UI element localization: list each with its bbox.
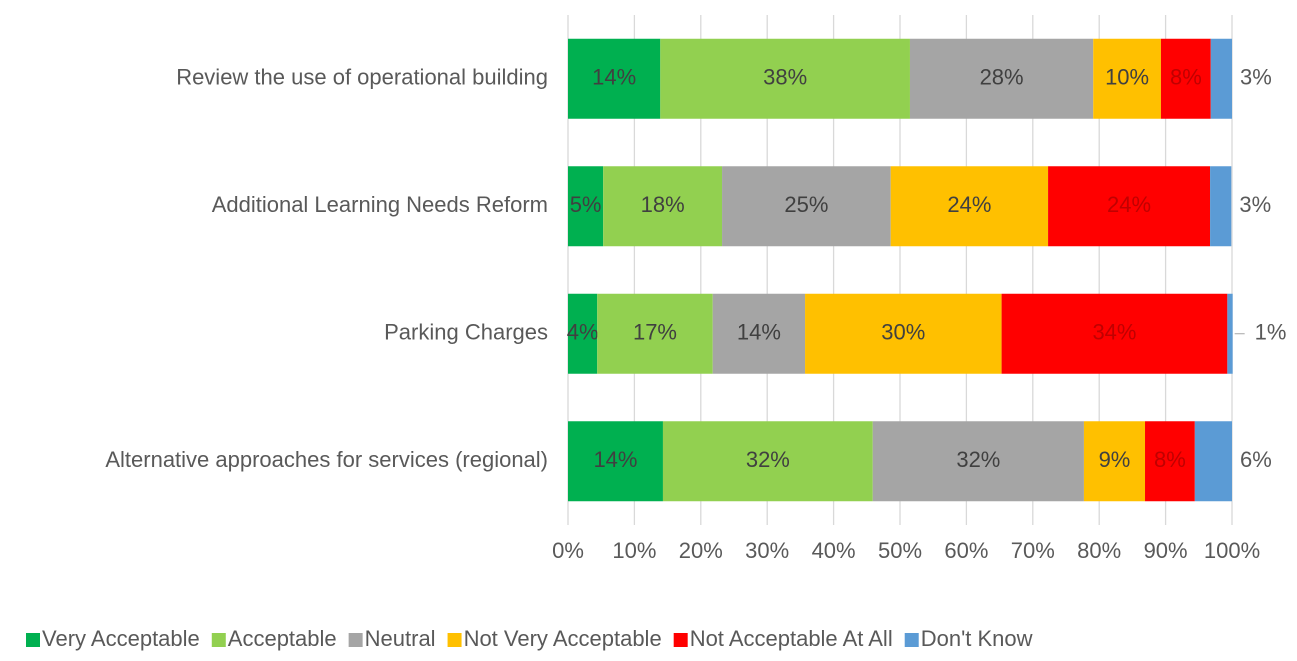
x-tick-label: 40% (812, 538, 856, 563)
x-tick-label: 0% (552, 538, 584, 563)
bar-segment (662, 421, 873, 502)
x-tick-label: 100% (1204, 538, 1260, 563)
x-tick-label: 10% (612, 538, 656, 563)
category-label: Additional Learning Needs Reform (212, 192, 548, 217)
x-tick-label: 80% (1077, 538, 1121, 563)
legend-swatch (26, 633, 40, 647)
category-label: Review the use of operational building (176, 65, 548, 90)
data-label: 32% (956, 447, 1000, 472)
data-label: 14% (592, 65, 636, 90)
bar-segment (568, 293, 598, 374)
data-label: 24% (947, 192, 991, 217)
bar-segment (1001, 293, 1228, 374)
data-label: 1% (1255, 320, 1287, 345)
bar-segment (1048, 166, 1211, 247)
x-tick-label: 50% (878, 538, 922, 563)
bar-segment (1210, 38, 1232, 119)
bar-segment (909, 38, 1094, 119)
data-label: 38% (763, 65, 807, 90)
bar-segment (597, 293, 713, 374)
data-label: 3% (1239, 192, 1271, 217)
data-label: 10% (1105, 65, 1149, 90)
data-label: 28% (980, 65, 1024, 90)
bar-segment (712, 293, 806, 374)
x-tick-label: 60% (944, 538, 988, 563)
bar-segment (1194, 421, 1232, 502)
legend-label: Very Acceptable (42, 626, 200, 651)
data-label: 17% (633, 320, 677, 345)
data-label: 34% (1092, 320, 1136, 345)
data-label: 24% (1107, 192, 1151, 217)
data-label: 5% (570, 192, 602, 217)
x-tick-label: 90% (1144, 538, 1188, 563)
bar-segment (1093, 38, 1161, 119)
legend-swatch (447, 633, 462, 647)
data-label: 3% (1240, 65, 1272, 90)
legend-swatch (673, 633, 688, 647)
x-tick-label: 70% (1011, 538, 1055, 563)
bar-segment (872, 421, 1084, 502)
legend-label: Not Very Acceptable (464, 626, 662, 651)
bar-segment (1227, 293, 1233, 374)
x-tick-label: 20% (679, 538, 723, 563)
data-label: 14% (593, 447, 637, 472)
bar-segment (722, 166, 891, 247)
legend-label: Neutral (365, 626, 436, 651)
bar-segment (1083, 421, 1146, 502)
bar-segment (1160, 38, 1211, 119)
data-label: 18% (641, 192, 685, 217)
legend-label: Acceptable (228, 626, 337, 651)
category-label: Parking Charges (384, 320, 548, 345)
bar-segment (1210, 166, 1232, 247)
bar-segment (1145, 421, 1195, 502)
bar-segment (568, 421, 663, 502)
bar-segment (805, 293, 1002, 374)
legend-label: Don't Know (921, 626, 1033, 651)
bar-segment (568, 38, 661, 119)
data-label: 9% (1099, 447, 1131, 472)
legend-swatch (904, 633, 919, 647)
category-label: Alternative approaches for services (reg… (105, 447, 548, 472)
x-tick-label: 30% (745, 538, 789, 563)
data-label: 8% (1170, 65, 1202, 90)
bar-segment (603, 166, 723, 247)
data-label: 8% (1154, 447, 1186, 472)
data-label: 6% (1240, 447, 1272, 472)
data-label: 32% (746, 447, 790, 472)
data-label: 4% (567, 320, 599, 345)
data-label: 25% (784, 192, 828, 217)
bar-segment (660, 38, 910, 119)
legend-swatch (211, 633, 226, 647)
bar-segment (890, 166, 1049, 247)
data-label: 14% (737, 320, 781, 345)
legend-label: Not Acceptable At All (690, 626, 893, 651)
bar-segment (568, 166, 604, 247)
legend-swatch (348, 633, 363, 647)
data-label: 30% (881, 320, 925, 345)
